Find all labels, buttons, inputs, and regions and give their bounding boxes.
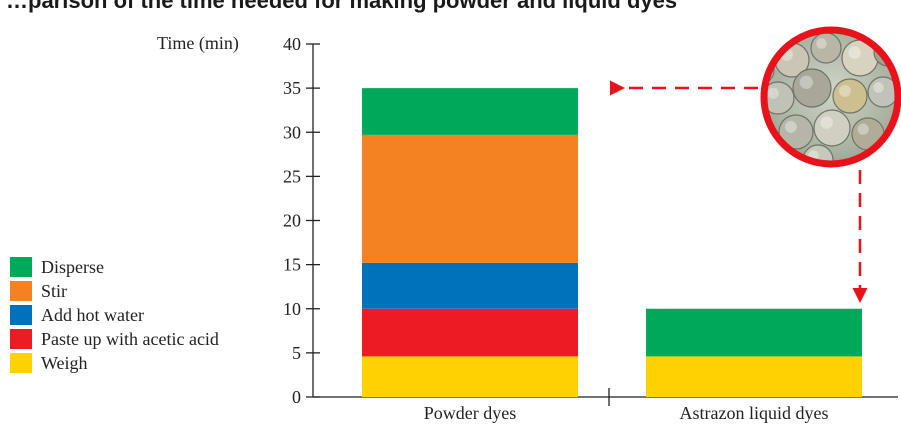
legend-label: Paste up with acetic acid	[41, 328, 219, 349]
coin-highlight	[838, 84, 851, 97]
legend-swatch	[10, 329, 32, 349]
coin-highlight	[799, 75, 813, 89]
coin-highlight	[816, 38, 827, 49]
y-tick-label: 20	[283, 211, 301, 231]
legend-item: Add hot water	[10, 303, 219, 327]
x-tick-label: Astrazon liquid dyes	[680, 403, 829, 423]
bar-segment-weigh	[646, 356, 862, 397]
legend-label: Stir	[41, 280, 68, 301]
coin-highlight	[751, 61, 761, 71]
coin	[792, 68, 832, 108]
y-tick-label: 10	[283, 299, 301, 319]
coin	[867, 76, 898, 108]
coins-magnifier-annotation	[610, 26, 901, 303]
bar-segment-stir	[362, 134, 578, 263]
bar-segment-disperse	[646, 308, 862, 357]
bar-segment-add-hot-water	[362, 262, 578, 309]
coin-highlight	[873, 82, 884, 93]
coin	[810, 32, 842, 64]
legend: Disperse Stir Add hot water Paste up with a…	[10, 255, 219, 375]
coin-highlight	[848, 46, 861, 59]
coin-highlight	[857, 123, 869, 135]
legend-swatch	[10, 257, 32, 277]
y-tick-label: 0	[292, 387, 301, 407]
coin	[764, 81, 795, 115]
chart-title: …parison of the time needed for making p…	[6, 0, 678, 13]
legend-item: Disperse	[10, 255, 219, 279]
bar-segment-disperse	[362, 88, 578, 135]
y-tick-label: 30	[283, 122, 301, 142]
coin	[832, 78, 868, 114]
y-tick-label: 25	[283, 166, 301, 186]
y-tick-label: 40	[283, 34, 301, 54]
y-tick-label: 5	[292, 343, 301, 363]
coin-highlight	[820, 116, 833, 129]
y-axis-label: Time (min)	[157, 33, 239, 53]
x-tick-label: Powder dyes	[424, 403, 517, 423]
legend-label: Disperse	[41, 256, 104, 277]
coin	[813, 109, 851, 147]
legend-swatch	[10, 305, 32, 325]
coin	[778, 114, 814, 150]
legend-label: Weigh	[41, 352, 88, 373]
legend-item: Weigh	[10, 351, 219, 375]
legend-item: Stir	[10, 279, 219, 303]
magnifier-ring	[760, 26, 901, 168]
bar-segment-paste-up-with-acetic-acid	[362, 308, 578, 357]
y-tick-label: 35	[283, 78, 301, 98]
legend-swatch	[10, 281, 32, 301]
y-tick-label: 15	[283, 255, 301, 275]
legend-swatch	[10, 353, 32, 373]
coin-highlight	[767, 87, 779, 99]
coin-highlight	[784, 120, 797, 133]
bar-segment-weigh	[362, 356, 578, 397]
legend-label: Add hot water	[41, 304, 144, 325]
legend-item: Paste up with acetic acid	[10, 327, 219, 351]
